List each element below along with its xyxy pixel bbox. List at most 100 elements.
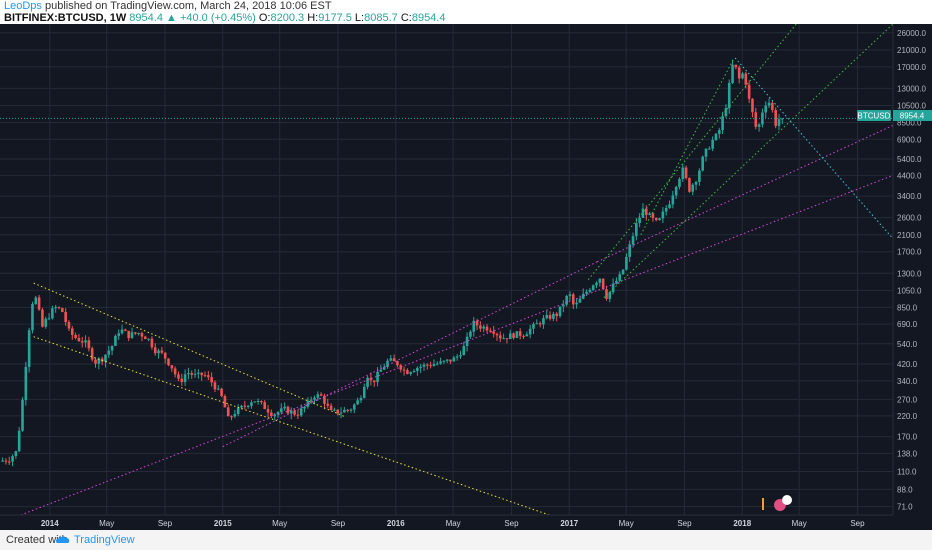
candle-body-down bbox=[485, 326, 489, 331]
candle-body-down bbox=[538, 323, 542, 325]
time-tick-label: Sep bbox=[158, 519, 173, 528]
candle-body-up bbox=[1, 460, 4, 462]
time-tick-label: Sep bbox=[677, 519, 692, 528]
candle-body-down bbox=[94, 359, 97, 364]
candle-body-up bbox=[27, 330, 31, 367]
candle-body-down bbox=[754, 112, 758, 127]
candle-body-up bbox=[621, 269, 625, 275]
candle-body-up bbox=[578, 298, 582, 303]
time-axis[interactable] bbox=[0, 515, 932, 530]
publication-line: LeoDps published on TradingView.com, Mar… bbox=[4, 0, 332, 12]
candle-body-up bbox=[306, 400, 310, 407]
candle-body-down bbox=[495, 333, 499, 336]
candle-body-up bbox=[591, 285, 595, 290]
candle-body-up bbox=[575, 302, 578, 305]
candle-body-down bbox=[64, 311, 67, 323]
price-tick-label: 340.0 bbox=[897, 377, 918, 386]
symbol-label: BITFINEX:BTCUSD, 1W bbox=[4, 12, 127, 24]
candle-body-up bbox=[628, 244, 631, 257]
last-value: 8954.4 bbox=[129, 12, 163, 24]
candle-body-up bbox=[34, 297, 38, 305]
candle-body-up bbox=[435, 363, 439, 365]
candle-body-up bbox=[767, 102, 771, 106]
candle-body-up bbox=[595, 282, 598, 286]
candle-body-up bbox=[366, 377, 369, 387]
candle-body-down bbox=[90, 348, 94, 360]
time-tick-label: 2014 bbox=[41, 519, 59, 528]
price-tick-label: 5400.0 bbox=[897, 155, 922, 164]
candle-body-up bbox=[585, 291, 588, 294]
tradingview-link[interactable]: TradingView bbox=[74, 534, 135, 546]
candle-body-down bbox=[684, 167, 688, 179]
candle-body-down bbox=[771, 102, 774, 111]
price-tick-label: 1700.0 bbox=[897, 248, 922, 257]
symbol-badge-text: BTCUSD bbox=[858, 112, 891, 121]
candle-body-down bbox=[346, 409, 349, 411]
event-count-icon[interactable] bbox=[782, 495, 792, 505]
time-tick-label: May bbox=[446, 519, 461, 528]
candle-body-up bbox=[299, 408, 303, 416]
candle-body-up bbox=[535, 323, 539, 325]
candle-body-down bbox=[270, 412, 273, 416]
time-tick-label: 2016 bbox=[387, 519, 405, 528]
candle-body-up bbox=[581, 293, 585, 299]
high-label: H: bbox=[307, 12, 319, 24]
candle-body-down bbox=[127, 330, 130, 339]
candle-body-up bbox=[532, 323, 535, 329]
candle-body-up bbox=[17, 430, 21, 452]
candle-body-down bbox=[319, 394, 323, 396]
candle-body-up bbox=[130, 332, 134, 339]
price-chart[interactable]: 26000.0 21000.0 17000.0 13000.0 10500.0 8500.… bbox=[0, 24, 932, 530]
open-label: O: bbox=[258, 12, 271, 24]
candle-body-up bbox=[216, 388, 220, 390]
author-link[interactable]: LeoDps bbox=[4, 0, 42, 12]
candle-body-up bbox=[741, 73, 744, 79]
candle-body-up bbox=[376, 371, 379, 382]
candle-body-up bbox=[608, 292, 612, 299]
price-badges: BTCUSD 8954.4 bbox=[857, 110, 932, 121]
chart-area[interactable]: 26000.0 21000.0 17000.0 13000.0 10500.0 8500.… bbox=[0, 24, 932, 530]
time-tick-label: May bbox=[792, 519, 807, 528]
candle-body-up bbox=[711, 139, 714, 149]
candle-body-up bbox=[117, 333, 121, 336]
candle-body-down bbox=[293, 410, 296, 415]
candle-body-up bbox=[781, 118, 784, 120]
candle-body-down bbox=[134, 332, 137, 334]
event-marker[interactable] bbox=[762, 498, 764, 510]
candle-body-down bbox=[548, 315, 552, 319]
candle-body-up bbox=[97, 358, 101, 364]
candle-body-up bbox=[289, 410, 293, 414]
candle-body-up bbox=[114, 335, 117, 346]
time-tick-label: 2018 bbox=[733, 519, 751, 528]
candle-body-up bbox=[250, 402, 253, 406]
candle-body-up bbox=[236, 407, 240, 415]
candle-body-up bbox=[362, 386, 366, 398]
candle-body-up bbox=[708, 148, 711, 150]
yellow-channel-upper bbox=[33, 282, 345, 418]
candle-body-up bbox=[379, 369, 383, 372]
candle-body-down bbox=[555, 313, 559, 317]
candle-body-down bbox=[402, 369, 406, 371]
candle-body-down bbox=[426, 364, 429, 366]
candle-body-up bbox=[316, 394, 320, 398]
candle-body-up bbox=[671, 195, 675, 205]
candle-body-up bbox=[658, 218, 661, 221]
price-axis[interactable] bbox=[893, 24, 932, 515]
candle-body-up bbox=[625, 256, 628, 270]
candle-body-up bbox=[727, 82, 731, 109]
candle-body-up bbox=[84, 340, 87, 343]
candle-body-down bbox=[372, 380, 376, 382]
candle-body-up bbox=[409, 372, 413, 374]
candle-body-down bbox=[177, 374, 180, 379]
candle-body-down bbox=[498, 335, 502, 339]
time-axis-ticks: 2014 May Sep 2015 May Sep 2016 May Sep 2017 May Sep… bbox=[41, 519, 865, 528]
candle-body-up bbox=[24, 366, 28, 400]
event-markers[interactable] bbox=[762, 495, 792, 511]
trendlines[interactable] bbox=[20, 24, 894, 516]
candle-body-up bbox=[502, 338, 505, 340]
price-tick-label: 270.0 bbox=[897, 395, 918, 404]
candle-body-up bbox=[562, 304, 565, 307]
candle-body-up bbox=[233, 414, 237, 417]
candle-body-up bbox=[691, 184, 695, 192]
candle-body-up bbox=[731, 64, 734, 83]
